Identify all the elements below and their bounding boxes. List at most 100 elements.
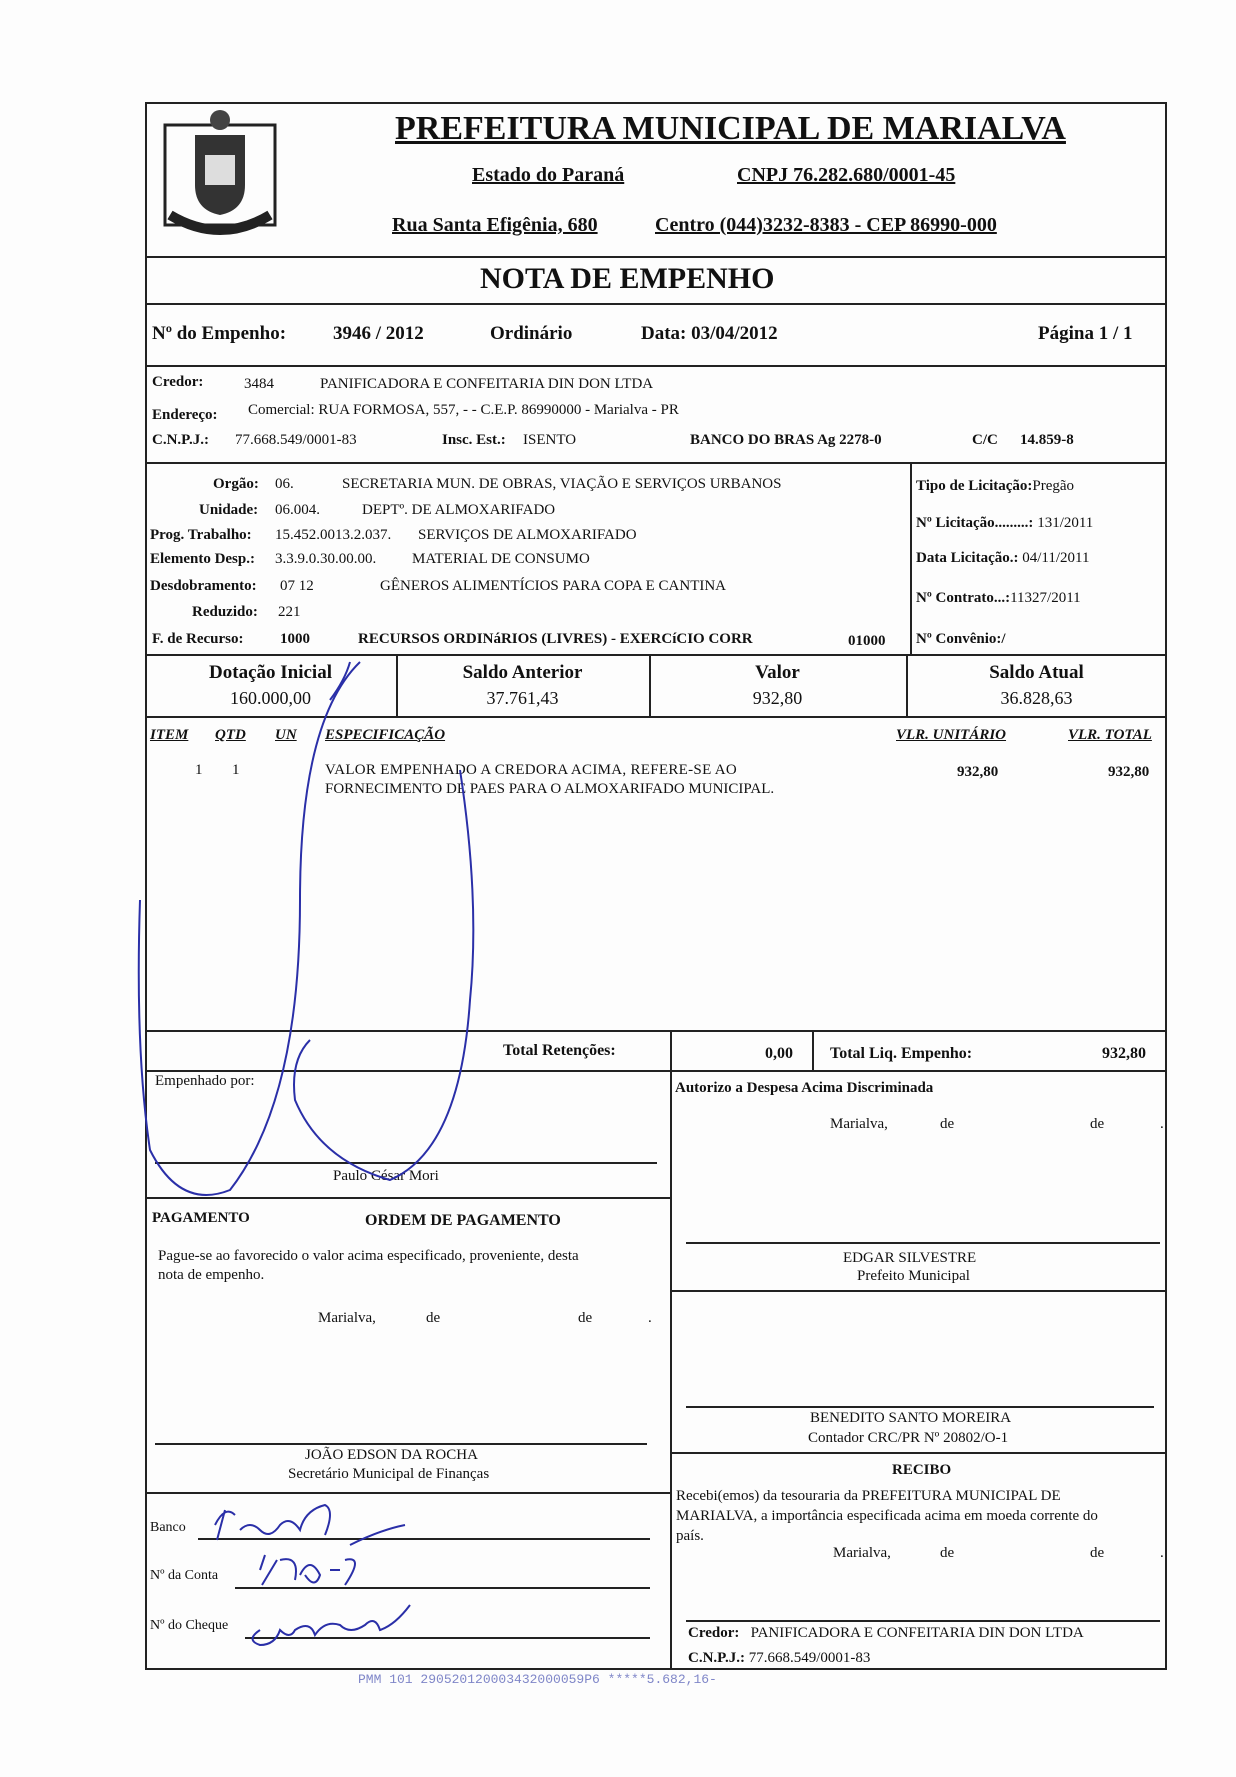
budget-label: Desdobramento:	[150, 578, 257, 594]
total-liq-label: Total Liq. Empenho:	[830, 1045, 973, 1062]
header-cnpj: CNPJ 76.282.680/0001-45	[737, 164, 956, 186]
recibo-text2: MARIALVA, a importância especificada aci…	[676, 1508, 1098, 1524]
col-un: UN	[275, 727, 297, 743]
autorizo-de1: de	[940, 1116, 955, 1132]
budget-label: Orgão:	[213, 476, 259, 492]
secretario-name: JOÃO EDSON DA ROCHA	[305, 1447, 478, 1463]
credor-code: 3484	[244, 376, 274, 392]
cc-value: 14.859-8	[1020, 432, 1074, 448]
budget-code: 15.452.0013.2.037.	[275, 527, 392, 543]
balance-value: 37.761,43	[486, 688, 559, 708]
contador-name: BENEDITO SANTO MOREIRA	[810, 1410, 1012, 1426]
balance-value: 932,80	[752, 688, 803, 708]
balance-label: Saldo Atual	[989, 662, 1084, 683]
header-title: PREFEITURA MUNICIPAL DE MARIALVA	[395, 110, 1066, 147]
col-item: ITEM	[150, 727, 189, 743]
budget-desc: SECRETARIA MUN. DE OBRAS, VIAÇÃO E SERVI…	[342, 476, 782, 492]
address-label: Endereço:	[152, 407, 218, 423]
balance-value: 36.828,63	[1000, 688, 1073, 708]
document-title: NOTA DE EMPENHO	[480, 262, 775, 295]
pagamento-de1: de	[426, 1310, 441, 1326]
pagamento-text: Pague-se ao favorecido o valor acima esp…	[158, 1248, 579, 1264]
item-spec-line1: VALOR EMPENHADO A CREDORA ACIMA, REFERE-…	[325, 762, 738, 778]
retencoes-value: 0,00	[765, 1045, 793, 1062]
header-contact: Centro (044)3232-8383 - CEP 86990-000	[655, 214, 997, 236]
credor-name: PANIFICADORA E CONFEITARIA DIN DON LTDA	[320, 376, 654, 392]
recibo-credor-label: Credor:	[688, 1625, 740, 1641]
credor-cnpj: 77.668.549/0001-83	[235, 432, 357, 448]
recibo-title: RECIBO	[892, 1462, 952, 1478]
licitacao-num: 131/2011	[1037, 515, 1094, 531]
balance-label: Saldo Anterior	[462, 662, 583, 683]
empenhado-name: Paulo César Mori	[333, 1168, 439, 1184]
budget-desc: SERVIÇOS DE ALMOXARIFADO	[418, 527, 637, 543]
balance-value: 160.000,00	[230, 688, 311, 708]
budget-code: 3.3.9.0.30.00.00.	[275, 551, 377, 567]
pagamento-text2: nota de empenho.	[158, 1267, 265, 1283]
empenho-number: 3946 / 2012	[333, 323, 424, 344]
recurso-num: 01000	[848, 633, 886, 649]
recibo-de1: de	[940, 1545, 955, 1561]
item-spec-line2: FORNECIMENTO DE PAES PARA O ALMOXARIFADO…	[325, 781, 775, 797]
prefeito-name: EDGAR SILVESTRE	[843, 1250, 977, 1266]
autorizo-title: Autorizo a Despesa Acima Discriminada	[675, 1080, 934, 1096]
licitacao-data-label: Data Licitação.:	[916, 550, 1019, 566]
recibo-text1: Recebi(emos) da tesouraria da PREFEITURA…	[676, 1488, 1061, 1504]
empenho-date: Data: 03/04/2012	[641, 323, 778, 344]
recibo-cnpj: 77.668.549/0001-83	[748, 1650, 871, 1666]
convenio-label: Nº Convênio:/	[916, 631, 1006, 647]
item-unit-value: 932,80	[957, 764, 999, 780]
budget-code: 221	[278, 604, 301, 620]
recibo-text3: país.	[676, 1528, 704, 1544]
budget-label: Unidade:	[199, 502, 259, 518]
header-state: Estado do Paraná	[472, 164, 625, 186]
empenho-type: Ordinário	[490, 323, 573, 344]
item-qtd: 1	[232, 762, 240, 778]
credor-label: Credor:	[152, 374, 204, 390]
tipo-licitacao-label: Tipo de Licitação:	[916, 478, 1033, 494]
credor-bank: BANCO DO BRAS Ag 2278-0	[690, 432, 882, 448]
tipo-licitacao: Pregão	[1032, 478, 1075, 494]
credor-address: Comercial: RUA FORMOSA, 557, - - C.E.P. …	[248, 402, 679, 418]
budget-desc: MATERIAL DE CONSUMO	[412, 551, 590, 567]
recurso-code: 1000	[280, 631, 310, 647]
contrato-label: Nº Contrato...:	[916, 590, 1011, 606]
licitacao-num-label: Nº Licitação.........:	[916, 515, 1034, 531]
item-number: 1	[195, 762, 203, 778]
col-vlr-total: VLR. TOTAL	[1068, 727, 1152, 743]
recurso-desc: RECURSOS ORDINáRIOS (LIVRES) - EXERCíCIO…	[358, 631, 753, 647]
pagamento-city: Marialva,	[318, 1310, 376, 1326]
budget-code: 06.004.	[275, 502, 320, 518]
cc-label: C/C	[972, 432, 998, 448]
balance-label: Valor	[755, 662, 800, 683]
recibo-cnpj-label: C.N.P.J.:	[688, 1650, 745, 1666]
budget-code: 06.	[275, 476, 294, 492]
budget-label: Elemento Desp.:	[150, 551, 255, 567]
cheque-label: Nº do Cheque	[150, 1618, 229, 1633]
recurso-label: F. de Recurso:	[152, 631, 244, 647]
recibo-dot: .	[1160, 1545, 1164, 1561]
empenho-label: Nº do Empenho:	[152, 323, 287, 344]
contrato-num: 11327/2011	[1010, 590, 1081, 606]
item-total-value: 932,80	[1108, 764, 1150, 780]
insc-label: Insc. Est.:	[442, 432, 506, 448]
cnpj-label: C.N.P.J.:	[152, 432, 209, 448]
prefeito-role: Prefeito Municipal	[857, 1268, 970, 1284]
col-vlr-unitario: VLR. UNITÁRIO	[896, 727, 1007, 743]
budget-label: Prog. Trabalho:	[150, 527, 252, 543]
autorizo-de2: de	[1090, 1116, 1105, 1132]
balance-label: Dotação Inicial	[209, 662, 332, 683]
secretario-role: Secretário Municipal de Finanças	[288, 1466, 490, 1482]
insc-value: ISENTO	[523, 432, 577, 448]
ordem-pagamento-title: ORDEM DE PAGAMENTO	[365, 1212, 561, 1229]
page-number: Página 1 / 1	[1038, 323, 1133, 344]
banco-label: Banco	[150, 1520, 186, 1535]
budget-desc: GÊNEROS ALIMENTÍCIOS PARA COPA E CANTINA	[380, 578, 727, 594]
total-liq-value: 932,80	[1102, 1045, 1146, 1062]
pagamento-label: PAGAMENTO	[152, 1210, 250, 1226]
header-address: Rua Santa Efigênia, 680	[392, 214, 598, 236]
autorizo-dot: .	[1160, 1116, 1164, 1132]
recibo-city: Marialva,	[833, 1545, 891, 1561]
empenhado-label: Empenhado por:	[155, 1073, 255, 1089]
licitacao-data: 04/11/2011	[1022, 550, 1090, 566]
